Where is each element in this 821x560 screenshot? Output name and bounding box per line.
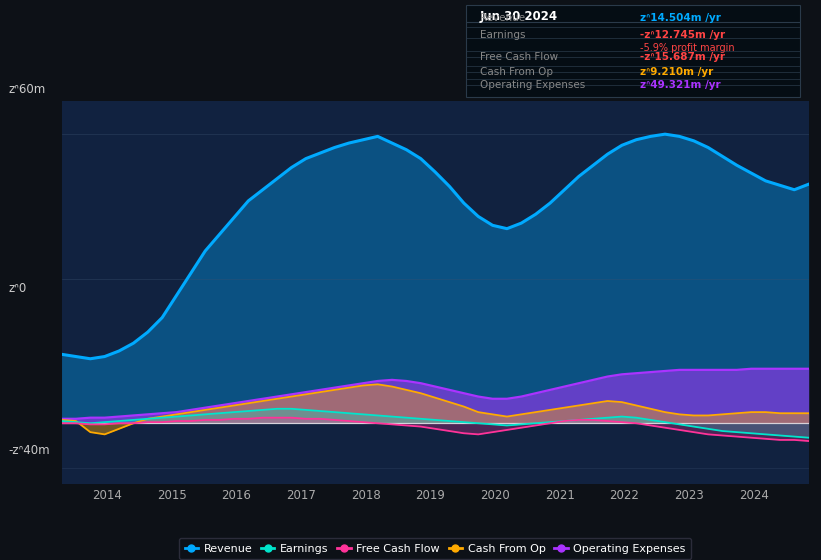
Text: Earnings: Earnings — [479, 30, 525, 40]
Text: Cash From Op: Cash From Op — [479, 67, 553, 77]
Text: -zᐢ40m: -zᐢ40m — [8, 444, 50, 458]
Text: -5.9% profit margin: -5.9% profit margin — [640, 43, 735, 53]
Text: Operating Expenses: Operating Expenses — [479, 80, 585, 90]
Legend: Revenue, Earnings, Free Cash Flow, Cash From Op, Operating Expenses: Revenue, Earnings, Free Cash Flow, Cash … — [179, 538, 691, 559]
Text: -zᐢ15.687m /yr: -zᐢ15.687m /yr — [640, 52, 725, 62]
Text: -zᐢ12.745m /yr: -zᐢ12.745m /yr — [640, 30, 725, 40]
Text: zᐢ60m: zᐢ60m — [8, 83, 45, 96]
Text: Revenue: Revenue — [479, 13, 525, 23]
Text: zᐢ9.210m /yr: zᐢ9.210m /yr — [640, 67, 713, 77]
Text: zᐢ14.504m /yr: zᐢ14.504m /yr — [640, 13, 721, 23]
Text: Free Cash Flow: Free Cash Flow — [479, 52, 557, 62]
Text: zᐢ0: zᐢ0 — [8, 282, 26, 295]
Text: zᐢ49.321m /yr: zᐢ49.321m /yr — [640, 80, 721, 90]
Text: Jun 30 2024: Jun 30 2024 — [479, 10, 557, 22]
